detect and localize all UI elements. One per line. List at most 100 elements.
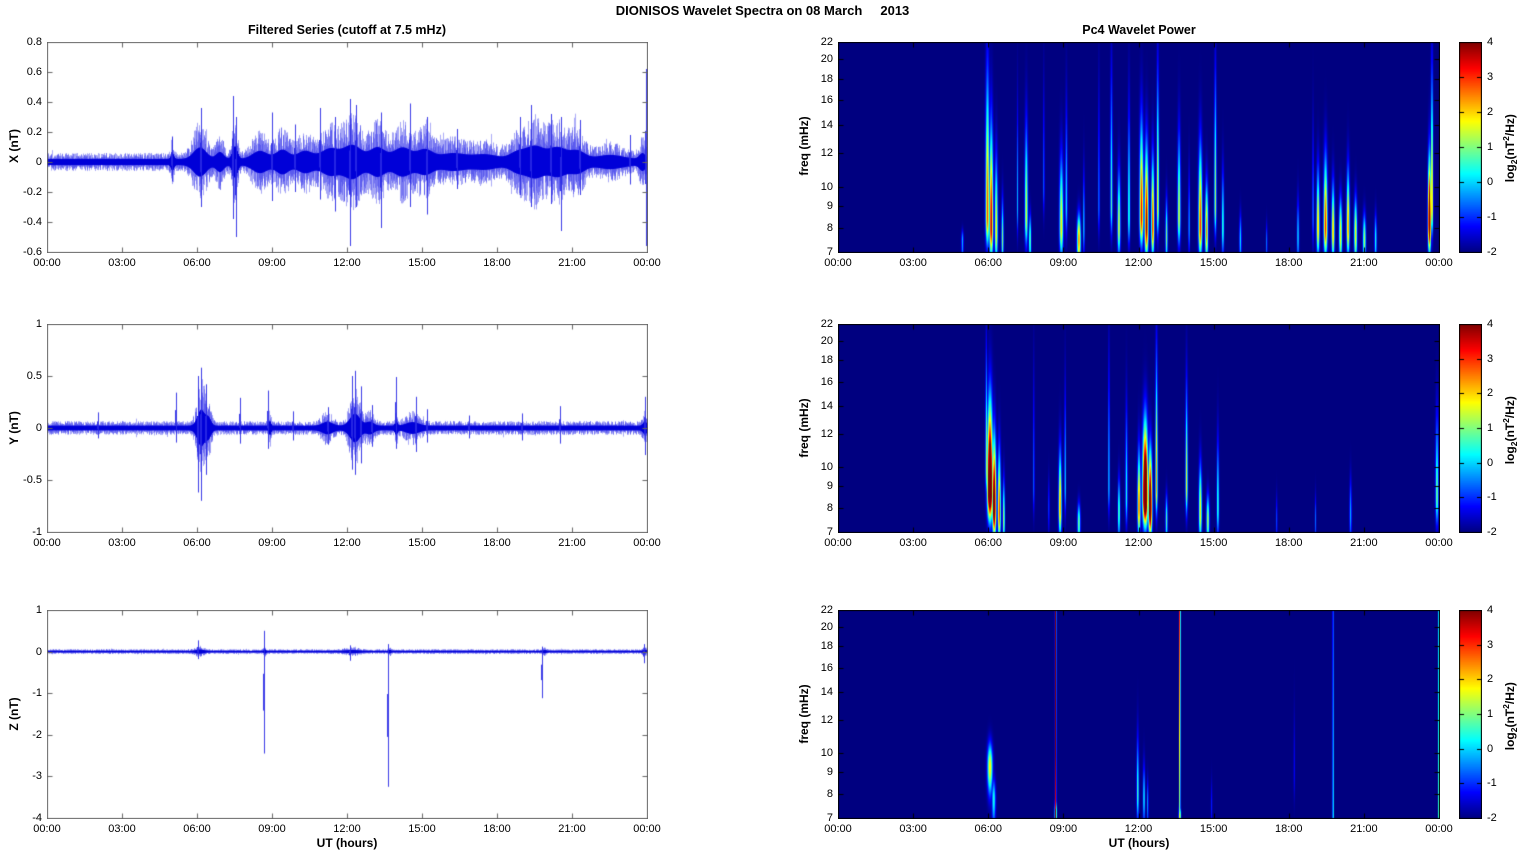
- colorbar-tick-label: 1: [1487, 141, 1494, 153]
- timeseries-plot-y: [47, 324, 648, 533]
- timeseries-plot-x: [47, 42, 648, 253]
- y-tick-label: 0: [35, 645, 42, 658]
- x-tick-label: 06:00: [183, 537, 211, 549]
- y-tick-label: 10: [820, 461, 833, 474]
- y-tick-label: -1: [32, 687, 42, 700]
- x-tick-label: 21:00: [1350, 257, 1378, 269]
- colorbar-tick-label: 0: [1487, 456, 1494, 469]
- x-tick-label: 03:00: [899, 823, 927, 835]
- colorbar-tick-label: 0: [1487, 176, 1494, 188]
- x-tick-label: 00:00: [33, 257, 61, 269]
- colorbar-tick-label: 1: [1487, 422, 1494, 434]
- y-tick-label: -0.4: [23, 216, 42, 228]
- colorbar-tick-label: 3: [1487, 352, 1494, 365]
- y-tick-label: 7: [826, 812, 833, 824]
- y-tick-label: 1: [35, 318, 42, 330]
- x-tick-label: 15:00: [408, 537, 436, 549]
- colorbar-tick-label: 4: [1487, 36, 1494, 48]
- x-tick-label: 18:00: [483, 257, 511, 269]
- y-tick-label: 18: [820, 640, 833, 653]
- figure-title: DIONISOS Wavelet Spectra on 08 March 201…: [615, 3, 910, 18]
- x-tick-label: 21:00: [1350, 537, 1378, 549]
- colorbar-tick-label: 4: [1487, 604, 1494, 616]
- x-tick-label: 00:00: [824, 257, 852, 269]
- y-tick-label: 14: [820, 400, 833, 413]
- y-tick-label: 12: [820, 428, 833, 441]
- x-tick-label: 03:00: [899, 537, 927, 549]
- y-tick-label: 14: [820, 686, 833, 699]
- x-tick-label: 00:00: [633, 823, 661, 835]
- colorbar: [1459, 324, 1482, 533]
- y-tick-label: -0.2: [23, 186, 42, 198]
- x-tick-label: 00:00: [633, 257, 661, 269]
- y-tick-label: -2: [32, 728, 42, 741]
- y-tick-label: 1: [35, 604, 42, 616]
- wavelet-spectrogram-2: [838, 324, 1440, 533]
- y-tick-label: 8: [826, 221, 833, 234]
- colorbar-tick-label: -1: [1487, 211, 1497, 223]
- x-tick-label: 12:00: [333, 257, 361, 269]
- x-tick-label: 18:00: [1274, 257, 1303, 269]
- x-tick-label: 12:00: [1124, 537, 1153, 549]
- wavelet-spectrogram-1: [838, 42, 1440, 253]
- x-tick-label: 09:00: [1049, 823, 1078, 835]
- colorbar-label-sub: 2: [1509, 159, 1520, 165]
- colorbar-tick-label: -2: [1487, 526, 1497, 538]
- y-tick-label: 0.8: [26, 36, 42, 48]
- y-tick-label: 22: [820, 318, 833, 330]
- x-tick-label: 15:00: [1199, 537, 1228, 549]
- x-tick-label: 03:00: [108, 823, 136, 835]
- y-tick-label: -1: [32, 526, 42, 538]
- x-tick-label: 00:00: [1425, 257, 1453, 269]
- x-tick-label: 00:00: [633, 537, 661, 549]
- x-tick-label: 00:00: [1425, 537, 1453, 549]
- right-column-title: Pc4 Wavelet Power: [1082, 23, 1196, 37]
- y-tick-label: 0.6: [26, 66, 42, 78]
- x-tick-label: 15:00: [1199, 257, 1228, 269]
- x-tick-label: 06:00: [974, 537, 1003, 549]
- x-tick-label: 15:00: [408, 823, 436, 835]
- y-tick-label: -4: [32, 812, 42, 824]
- y-tick-label: 12: [820, 714, 833, 727]
- y-tick-label: 0: [35, 422, 42, 434]
- x-tick-label: 12:00: [1124, 823, 1153, 835]
- colorbar-tick-label: 1: [1487, 708, 1494, 720]
- y-tick-label: 9: [826, 480, 833, 493]
- x-tick-label: 21:00: [558, 257, 586, 269]
- x-tick-label: 18:00: [1274, 823, 1303, 835]
- x-tick-label: 00:00: [824, 537, 852, 549]
- x-tick-label: 03:00: [899, 257, 927, 269]
- y-tick-label: 16: [820, 375, 833, 388]
- y-tick-label: 20: [820, 335, 833, 348]
- x-tick-label: 00:00: [824, 823, 852, 835]
- colorbar-label-sub: 2: [1509, 727, 1520, 733]
- x-tick-label: 18:00: [483, 823, 511, 835]
- colorbar-tick-label: -1: [1487, 777, 1497, 790]
- colorbar-label-sub: 2: [1509, 441, 1520, 447]
- y-tick-label: 22: [820, 36, 833, 48]
- x-tick-label: 12:00: [1124, 257, 1153, 269]
- x-tick-label: 12:00: [333, 823, 361, 835]
- y-tick-label: 8: [826, 787, 833, 800]
- left-column-title: Filtered Series (cutoff at 7.5 mHz): [248, 23, 446, 37]
- y-tick-label: 0.5: [26, 370, 42, 382]
- y-tick-label: 0: [35, 156, 42, 168]
- colorbar-tick-label: 3: [1487, 638, 1494, 651]
- x-tick-label: 21:00: [1350, 823, 1378, 835]
- colorbar-tick-label: 4: [1487, 318, 1494, 330]
- colorbar-tick-label: 3: [1487, 71, 1494, 83]
- wavelet-spectrogram-3: [838, 610, 1440, 819]
- x-tick-label: 09:00: [258, 823, 286, 835]
- y-tick-label: 18: [820, 354, 833, 367]
- x-tick-label: 15:00: [1199, 823, 1228, 835]
- colorbar: [1459, 610, 1482, 819]
- x-tick-label: 06:00: [974, 823, 1003, 835]
- x-tick-label: 18:00: [483, 537, 511, 549]
- x-tick-label: 09:00: [1049, 257, 1078, 269]
- x-axis-label-right: UT (hours): [1108, 836, 1170, 850]
- x-tick-label: 06:00: [974, 257, 1003, 269]
- x-tick-label: 03:00: [108, 257, 136, 269]
- x-tick-label: 09:00: [258, 537, 286, 549]
- y-axis-label-z: Z (nT): [7, 697, 21, 731]
